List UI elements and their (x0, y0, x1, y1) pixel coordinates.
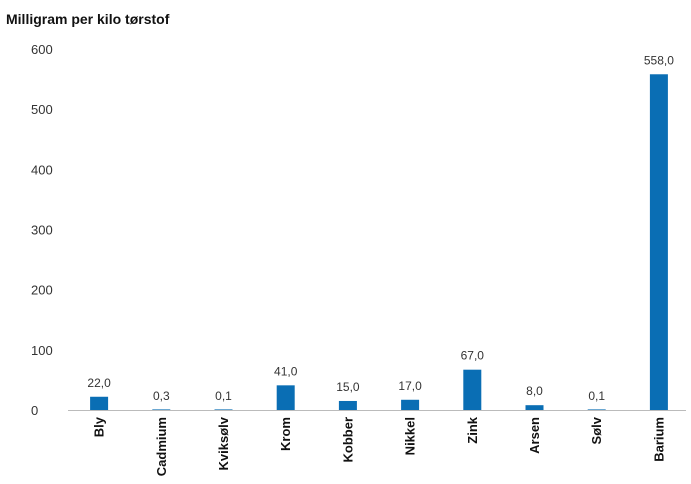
data-label: 0,1 (215, 389, 232, 403)
x-tick-label: Krom (278, 417, 293, 451)
bar-sølv (587, 409, 606, 410)
y-tick-label: 500 (31, 102, 53, 117)
data-labels-group: 22,0 0,3 0,1 41,0 15,0 17,0 67,0 8,0 0,1 558,0 (87, 53, 674, 403)
x-tick-label: Nikkel (403, 417, 418, 455)
y-axis: 0 100 200 300 400 500 600 (31, 42, 53, 418)
x-tick-label: Zink (465, 416, 480, 443)
chart-title: Milligram per kilo tørstof (6, 11, 170, 27)
data-label: 41,0 (274, 364, 298, 378)
x-tick-label: Arsen (527, 417, 542, 454)
data-label: 8,0 (526, 384, 543, 398)
x-tick-label: Bly (92, 416, 107, 437)
y-tick-label: 0 (31, 403, 38, 418)
x-tick-label: Kobber (340, 417, 355, 463)
data-label: 67,0 (461, 349, 485, 363)
y-tick-label: 600 (31, 42, 53, 57)
y-tick-label: 100 (31, 343, 53, 358)
bar-barium (649, 74, 668, 411)
bar-krom (276, 385, 295, 410)
data-label: 558,0 (644, 53, 674, 67)
bar-kviksølv (214, 409, 233, 410)
bar-kobber (338, 400, 357, 410)
data-label: 17,0 (398, 379, 422, 393)
bar-cadmium (152, 409, 171, 410)
y-tick-label: 300 (31, 223, 53, 238)
y-tick-label: 400 (31, 162, 53, 177)
x-tick-label: Barium (651, 417, 666, 462)
bar-zink (463, 369, 482, 410)
data-label: 0,1 (588, 389, 605, 403)
bar-nikkel (401, 399, 420, 410)
data-label: 22,0 (87, 376, 111, 390)
bar-bly (90, 396, 109, 410)
y-tick-label: 200 (31, 283, 53, 298)
bar-arsen (525, 405, 544, 410)
x-axis-labels-group: Bly Cadmium Kviksølv Krom Kobber Nikkel Zink Ar… (92, 416, 667, 476)
x-tick-label: Kviksølv (216, 416, 231, 470)
x-tick-label: Sølv (589, 416, 604, 444)
data-label: 0,3 (153, 389, 170, 403)
bars-group (90, 74, 668, 411)
x-tick-label: Cadmium (154, 417, 169, 476)
data-label: 15,0 (336, 380, 360, 394)
